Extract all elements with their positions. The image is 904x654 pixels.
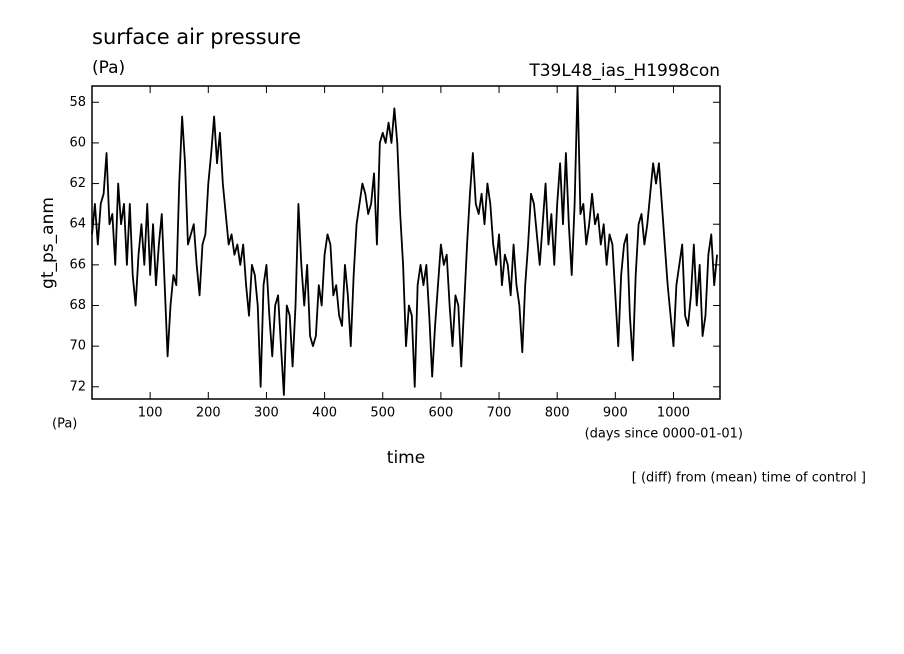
x-tick-label: 100 [138, 406, 163, 421]
x-tick-label: 300 [254, 406, 279, 421]
note: [ (diff) from (mean) time of control ] [632, 471, 866, 486]
x-tick-label: 500 [370, 406, 395, 421]
y-tick-label: 64 [69, 217, 86, 232]
y-tick-label: 68 [69, 298, 86, 313]
y-tick-label: 66 [69, 257, 86, 272]
units: (Pa) [92, 58, 125, 78]
data-line [91, 85, 718, 396]
x-tick-label: 600 [428, 406, 453, 421]
x-tick-label: 200 [196, 406, 221, 421]
x-axis-label: time [387, 448, 425, 468]
y-units: (Pa) [52, 417, 77, 432]
run-label: T39L48_ias_H1998con [528, 61, 720, 81]
x-tick-label: 800 [545, 406, 570, 421]
y-axis-label: gt_ps_anm [38, 197, 58, 289]
y-tick-label: 72 [69, 379, 86, 394]
y-tick-label: 58 [69, 95, 86, 110]
x-units: (days since 0000-01-01) [585, 427, 743, 442]
x-tick-label: 1000 [657, 406, 690, 421]
x-tick-label: 700 [487, 406, 512, 421]
y-tick-label: 62 [69, 176, 86, 191]
y-tick-label: 70 [69, 339, 86, 354]
y-tick-label: 60 [69, 135, 86, 150]
x-tick-label: 400 [312, 406, 337, 421]
plot-frame [91, 85, 721, 400]
chart-title: surface air pressure [92, 25, 301, 49]
x-tick-label: 900 [603, 406, 628, 421]
